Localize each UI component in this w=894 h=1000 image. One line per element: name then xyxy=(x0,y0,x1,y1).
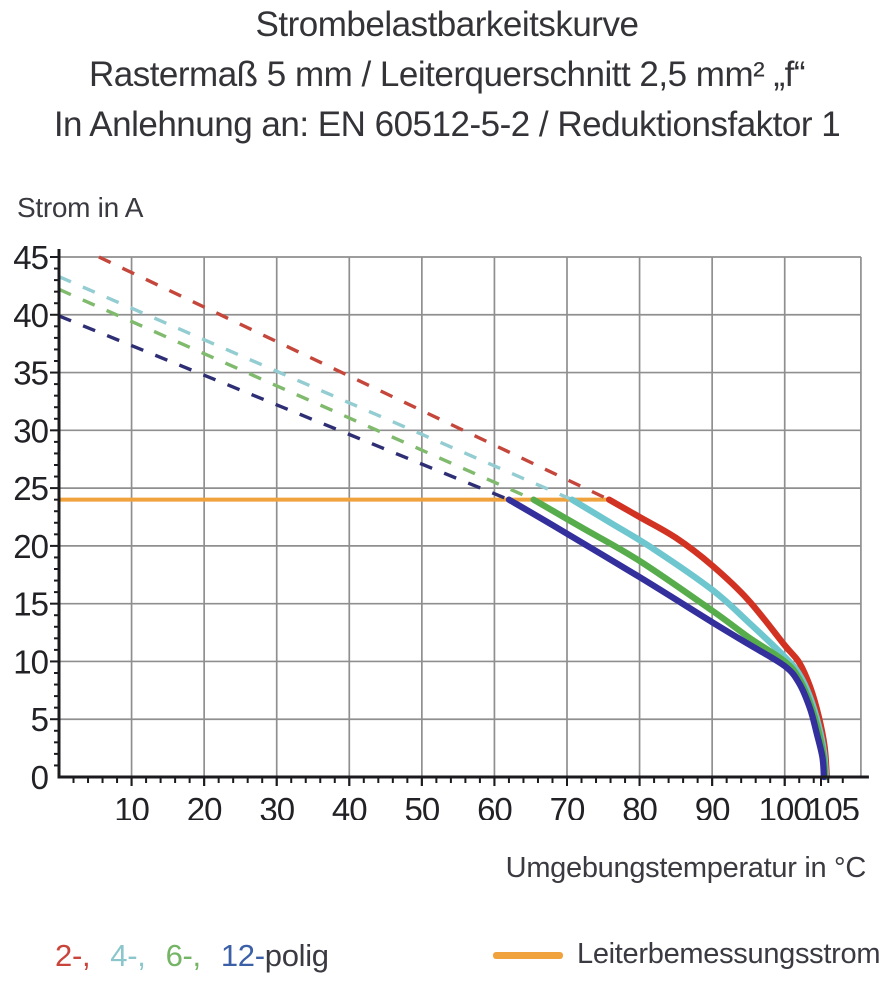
axis-ticks xyxy=(50,256,844,786)
dashed-line-6-polig xyxy=(58,287,535,502)
legend-reference-current: Leiterbemessungsstrom xyxy=(493,938,880,971)
legend-pole-counts: 2-, 4-, 6-, 12-polig xyxy=(55,938,329,974)
svg-text:100: 100 xyxy=(759,791,812,820)
svg-text:30: 30 xyxy=(259,791,294,820)
y-axis-title: Strom in A xyxy=(17,192,144,223)
svg-text:70: 70 xyxy=(550,791,585,820)
chart-legend: 2-, 4-, 6-, 12-polig Leiterbemessungsstrom xyxy=(0,936,894,986)
chart-title-line3: In Anlehnung an: EN 60512-5-2 / Reduktio… xyxy=(53,105,841,144)
svg-text:40: 40 xyxy=(13,297,48,334)
svg-text:15: 15 xyxy=(13,586,48,623)
legend-polig-suffix: polig xyxy=(264,938,329,973)
svg-text:80: 80 xyxy=(622,791,657,820)
orange-line-swatch xyxy=(493,952,563,959)
svg-text:10: 10 xyxy=(13,643,48,680)
svg-text:40: 40 xyxy=(332,791,367,820)
svg-text:10: 10 xyxy=(114,791,149,820)
x-axis-title: Umgebungstemperatur in °C xyxy=(505,852,867,884)
svg-text:25: 25 xyxy=(13,470,48,507)
svg-text:0: 0 xyxy=(31,759,49,796)
svg-text:90: 90 xyxy=(695,791,730,820)
svg-text:60: 60 xyxy=(477,791,512,820)
svg-text:30: 30 xyxy=(13,412,48,449)
y-tick-labels: 0 5 10 15 20 25 30 35 40 45 xyxy=(13,240,49,796)
svg-text:105: 105 xyxy=(807,791,859,820)
svg-text:35: 35 xyxy=(13,355,48,392)
svg-text:5: 5 xyxy=(31,701,48,738)
chart-title-line1: Strombelastbarkeitskurve xyxy=(255,5,639,44)
legend-item-6polig: 6-, xyxy=(165,938,202,973)
legend-item-12polig: 12- xyxy=(220,938,265,973)
reference-current-label: Leiterbemessungsstrom xyxy=(577,938,881,970)
dashed-line-2-polig xyxy=(98,255,610,502)
legend-item-4polig: 4-, xyxy=(110,938,146,973)
curve-12-polig xyxy=(505,496,828,781)
svg-text:20: 20 xyxy=(13,528,48,565)
svg-text:50: 50 xyxy=(404,791,439,820)
dashed-line-12-polig xyxy=(58,314,510,502)
legend-item-2polig: 2-, xyxy=(55,938,91,973)
chart-title: Strombelastbarkeitskurve Rastermaß 5 mm … xyxy=(0,0,894,150)
current-capacity-chart: 0 5 10 15 20 25 30 35 40 45 10 20 30 40 50 60 70 80 90 1001… xyxy=(13,240,869,820)
svg-text:20: 20 xyxy=(187,791,222,820)
chart-title-line2: Rastermaß 5 mm / Leiterquerschnitt 2,5 m… xyxy=(88,55,806,94)
svg-text:45: 45 xyxy=(13,240,48,276)
gridlines xyxy=(59,256,862,777)
